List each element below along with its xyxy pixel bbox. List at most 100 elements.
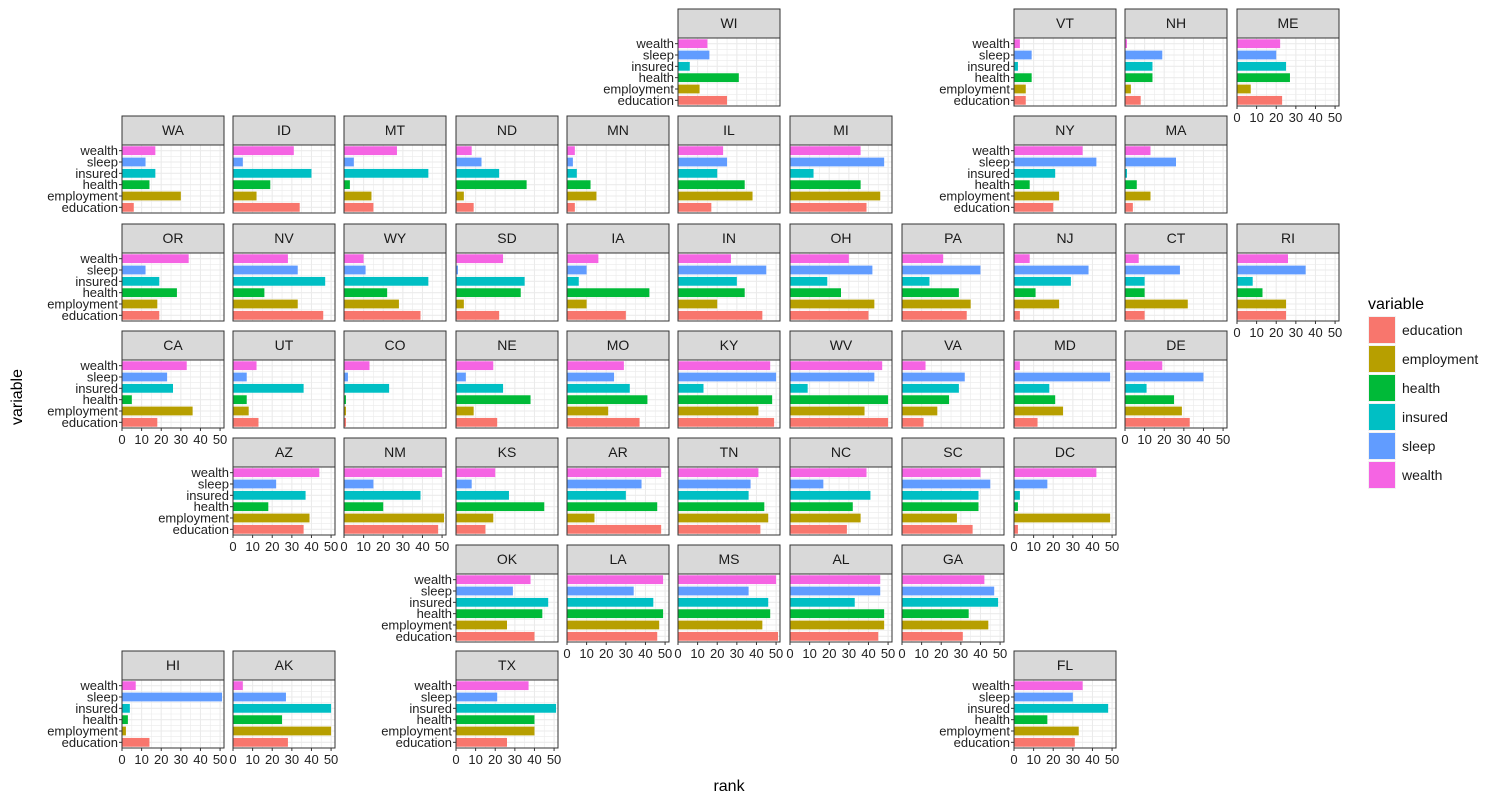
panel-border <box>789 359 893 429</box>
bar-tx-health <box>456 715 535 725</box>
panel-ri: RI 0 10 20 30 40 50 <box>1233 223 1342 340</box>
bar-co-education <box>344 417 346 427</box>
bar-sc-sleep <box>902 479 991 489</box>
bar-wi-employment <box>678 84 700 94</box>
y-tick-label: insured <box>75 274 118 289</box>
panel-strip-label: IN <box>722 230 736 246</box>
panel-strip <box>677 544 781 575</box>
bar-nj-wealth <box>1014 254 1030 264</box>
bar-ks-insured <box>456 490 509 500</box>
bar-or-wealth <box>122 254 189 264</box>
bar-oh-sleep <box>790 265 873 275</box>
panel-strip-label: VT <box>1056 15 1074 31</box>
panel-strip-label: IA <box>611 230 625 246</box>
x-tick-label: 10 <box>356 539 370 554</box>
bar-me-education <box>1237 95 1283 105</box>
panel-strip-label: UT <box>275 337 294 353</box>
bar-ct-employment <box>1125 299 1188 309</box>
y-tick-label: education <box>62 415 118 430</box>
panel-strip-label: LA <box>609 551 627 567</box>
y-tick-label: employment <box>381 724 452 739</box>
y-tick-label: education <box>62 735 118 750</box>
panel-mt: MT <box>343 115 447 214</box>
x-tick-label: 30 <box>1289 325 1303 340</box>
panel-strip-label: GA <box>943 551 964 567</box>
bar-az-insured <box>233 490 306 500</box>
bar-ct-health <box>1125 288 1145 298</box>
bar-mi-health <box>790 180 861 190</box>
bar-ia-insured <box>567 276 579 286</box>
bar-ia-sleep <box>567 265 587 275</box>
bar-sd-health <box>456 288 521 298</box>
panel-border <box>232 679 336 749</box>
bar-wa-insured <box>122 168 156 178</box>
bar-hi-sleep <box>122 692 223 702</box>
x-tick-label: 10 <box>134 432 148 447</box>
panel-border <box>343 252 447 322</box>
y-tick-label: wealth <box>971 143 1010 158</box>
panel-vt: VT wealthsleepinsuredhealthemploymenteduc… <box>939 8 1117 108</box>
bar-ny-education <box>1014 202 1054 212</box>
panel-strip-label: TX <box>498 657 517 673</box>
y-tick-label: wealth <box>413 572 452 587</box>
bar-md-education <box>1014 417 1038 427</box>
bar-vt-employment <box>1014 84 1026 94</box>
bar-md-employment <box>1014 406 1064 416</box>
panel-border <box>232 252 336 322</box>
legend-swatch-insured <box>1369 404 1395 430</box>
bar-la-sleep <box>567 586 634 596</box>
panel-strip <box>343 115 447 146</box>
panel-tn: TN <box>677 437 781 536</box>
legend-swatch-sleep <box>1369 433 1395 459</box>
panel-strip-label: CT <box>1167 230 1186 246</box>
y-tick-label: education <box>396 629 452 644</box>
panel-border <box>343 144 447 214</box>
bar-pa-insured <box>902 276 930 286</box>
x-tick-label: 10 <box>245 752 259 767</box>
bar-dc-sleep <box>1014 479 1048 489</box>
panel-strip-label: PA <box>944 230 962 246</box>
bar-il-insured <box>678 168 718 178</box>
bar-ut-wealth <box>233 361 257 371</box>
bar-mi-wealth <box>790 146 861 156</box>
panel-wa: WA wealthsleepinsuredhealthemploymenteduc… <box>47 115 225 215</box>
y-tick-label: insured <box>186 488 229 503</box>
panel-sc: SC <box>901 437 1005 536</box>
bar-ia-wealth <box>567 254 599 264</box>
bar-pa-employment <box>902 299 971 309</box>
bar-al-employment <box>790 620 885 630</box>
bar-pa-health <box>902 288 959 298</box>
bar-ks-wealth <box>456 468 496 478</box>
panel-dc: DC 0 10 20 30 40 50 <box>1010 437 1119 554</box>
x-tick-label: 0 <box>1233 110 1240 125</box>
bar-fl-education <box>1014 737 1075 747</box>
bar-nv-education <box>233 310 324 320</box>
bar-nm-education <box>344 524 439 534</box>
panel-border <box>455 252 559 322</box>
bar-mn-sleep <box>567 157 573 167</box>
bar-nm-sleep <box>344 479 374 489</box>
bar-pa-education <box>902 310 967 320</box>
bar-oh-insured <box>790 276 828 286</box>
legend-swatch-employment <box>1369 346 1395 372</box>
bar-vt-education <box>1014 95 1026 105</box>
x-tick-label: 20 <box>1269 325 1283 340</box>
y-tick-label: health <box>417 712 452 727</box>
x-tick-label: 40 <box>1085 752 1099 767</box>
panel-border <box>343 466 447 536</box>
bar-mo-insured <box>567 383 630 393</box>
bar-in-health <box>678 288 745 298</box>
panel-strip <box>901 330 1005 361</box>
x-tick-label: 40 <box>527 752 541 767</box>
x-tick-label: 30 <box>1066 752 1080 767</box>
bar-mo-sleep <box>567 372 615 382</box>
bar-ga-insured <box>902 597 999 607</box>
x-tick-label: 0 <box>118 432 125 447</box>
x-tick-label: 50 <box>658 646 672 661</box>
panel-ct: CT <box>1124 223 1228 322</box>
panel-strip <box>1013 650 1117 681</box>
bar-vt-sleep <box>1014 50 1032 60</box>
x-tick-label: 50 <box>1105 539 1119 554</box>
legend-swatch-wealth <box>1369 462 1395 488</box>
panel-co: CO <box>343 330 447 429</box>
